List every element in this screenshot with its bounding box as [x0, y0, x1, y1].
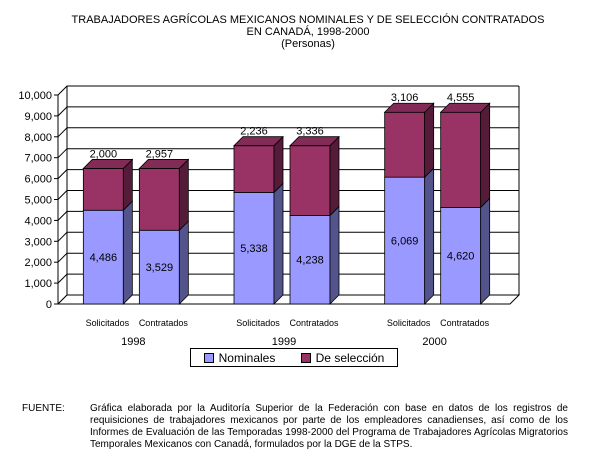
chart-title-line-2: EN CANADÁ, 1998-2000	[246, 26, 370, 38]
x-category-label: Contratados	[139, 318, 189, 328]
legend-label-seleccion: De selección	[315, 350, 385, 365]
bar-segment-side	[424, 102, 435, 179]
bar-segment-side	[424, 167, 435, 305]
bar-segment-side	[273, 135, 284, 194]
bar-segment-side	[178, 220, 189, 305]
x-category-label: Contratados	[440, 318, 490, 328]
source-label: FUENTE:	[22, 403, 65, 414]
data-label: 3,529	[146, 262, 174, 274]
x-category-label: Solicitados	[387, 318, 431, 328]
legend-item-nominales: Nominales	[203, 350, 276, 365]
bar-segment-side	[178, 158, 189, 232]
y-tick-label: 7,000	[24, 153, 52, 165]
data-label: 4,620	[447, 251, 475, 263]
bar-segment	[233, 192, 275, 305]
bar-top-face	[289, 136, 340, 147]
y-tick-label: 6,000	[24, 174, 52, 186]
x-category-label: Solicitados	[86, 318, 130, 328]
data-label: 4,555	[447, 92, 475, 104]
bar-segment-side	[122, 200, 133, 305]
bar-segment	[289, 145, 331, 216]
bar-segment-side	[480, 197, 491, 305]
bar-segment-side	[329, 205, 340, 305]
legend-item-seleccion: De selección	[300, 350, 385, 365]
bar-top-face	[138, 159, 190, 169]
data-label: 3,336	[296, 126, 324, 138]
y-tick-label: 10,000	[18, 90, 52, 102]
legend-swatch-seleccion	[300, 352, 311, 363]
legend-label-nominales: Nominales	[218, 350, 276, 365]
legend-swatch-nominales	[203, 352, 214, 363]
y-tick-label: 9,000	[24, 111, 52, 123]
bar-segment	[384, 111, 426, 178]
bar-segment-side	[480, 102, 491, 209]
x-group-label: 1998	[121, 336, 145, 345]
data-label: 2,236	[240, 126, 268, 138]
bar-top-face	[383, 102, 435, 113]
chart-subtitle: (Personas)	[281, 38, 335, 50]
bar-segment	[82, 168, 124, 211]
bar-segment	[440, 111, 482, 208]
y-tick-label: 1,000	[24, 278, 52, 290]
bar-segment	[138, 229, 180, 305]
y-tick-label: 4,000	[24, 215, 52, 227]
bar-top-face	[439, 102, 491, 113]
data-label: 6,069	[391, 236, 419, 248]
bar-segment	[233, 145, 275, 193]
chart-legend: Nominales De selección	[190, 348, 398, 367]
x-category-label: Contratados	[289, 318, 339, 328]
data-label: 2,000	[90, 148, 118, 160]
bar-segment-side	[273, 182, 284, 305]
y-tick-label: 3,000	[24, 236, 52, 248]
bar-segment	[289, 215, 331, 305]
x-group-label: 1999	[272, 336, 296, 345]
y-tick-label: 8,000	[24, 132, 52, 144]
data-label: 3,106	[391, 92, 419, 104]
y-tick-label: 5,000	[24, 195, 52, 207]
bar-top-face	[82, 159, 134, 169]
chart-title-line-1: TRABAJADORES AGRÍCOLAS MEXICANOS NOMINAL…	[71, 14, 545, 26]
data-label: 5,338	[240, 243, 268, 255]
x-category-label: Solicitados	[236, 318, 280, 328]
bar-segment	[138, 168, 180, 231]
x-group-label: 2000	[422, 336, 446, 345]
data-label: 4,486	[90, 252, 118, 264]
bar-segment	[440, 207, 482, 305]
chart-title-block: TRABAJADORES AGRÍCOLAS MEXICANOS NOMINAL…	[0, 14, 616, 50]
bar-segment-side	[329, 135, 340, 217]
source-text: Gráfica elaborada por la Auditoría Super…	[90, 403, 568, 450]
y-tick-label: 0	[46, 299, 52, 311]
bar-top-face	[233, 136, 284, 147]
stacked-bar-chart: 0 1,000 2,000 3,000 4,000 5,000 6,000 7,000 8,00…	[18, 85, 521, 345]
data-label: 4,238	[296, 255, 324, 267]
y-tick-label: 2,000	[24, 257, 52, 269]
data-label: 2,957	[146, 148, 174, 160]
